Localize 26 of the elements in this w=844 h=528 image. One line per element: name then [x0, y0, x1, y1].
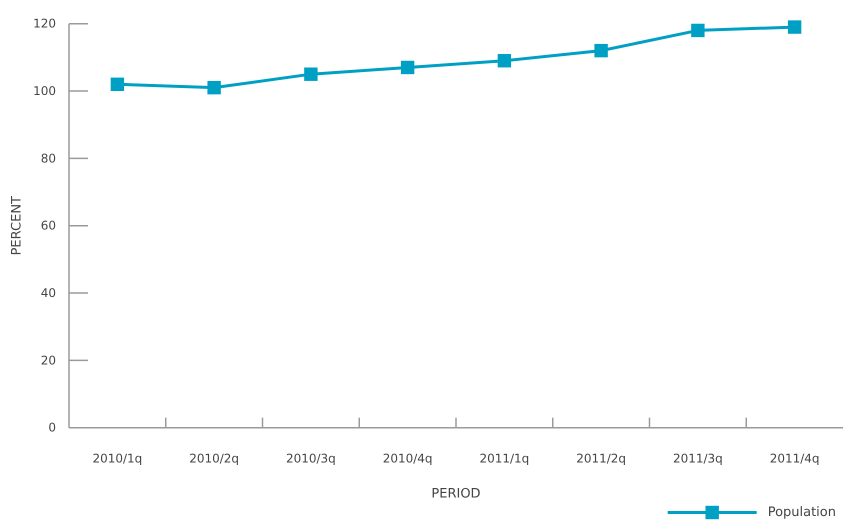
point [498, 54, 512, 68]
point [788, 20, 802, 34]
x-tick-label: 2011/4q [770, 452, 820, 466]
y-tick-label: 80 [40, 151, 56, 166]
text: Population [768, 505, 836, 520]
x-tick-label: 2010/1q [92, 452, 142, 466]
x-axis-title: PERIOD [431, 486, 481, 502]
point [691, 24, 705, 38]
x-tick-label: 2010/2q [189, 452, 240, 466]
y-tick-label: 0 [48, 420, 56, 435]
x-tick-label: 2010/4q [382, 452, 433, 466]
x-tick-label: 2010/3q [286, 452, 336, 466]
point [207, 80, 221, 94]
point [400, 60, 414, 74]
y-tick-label: 60 [40, 218, 56, 233]
y-axis-title: PERCENT [10, 196, 24, 256]
point [110, 78, 124, 92]
y-tick-label: 100 [33, 84, 56, 98]
x-tick-label: 2011/1q [479, 452, 530, 466]
y-tick-label: 40 [40, 286, 56, 300]
y-tick-label: 120 [33, 16, 56, 31]
x-tick-label: 2011/3q [672, 452, 723, 466]
point [594, 44, 608, 58]
point [304, 67, 318, 81]
x-tick-label: 2011/2q [576, 452, 626, 466]
y-tick-label: 20 [40, 353, 56, 368]
